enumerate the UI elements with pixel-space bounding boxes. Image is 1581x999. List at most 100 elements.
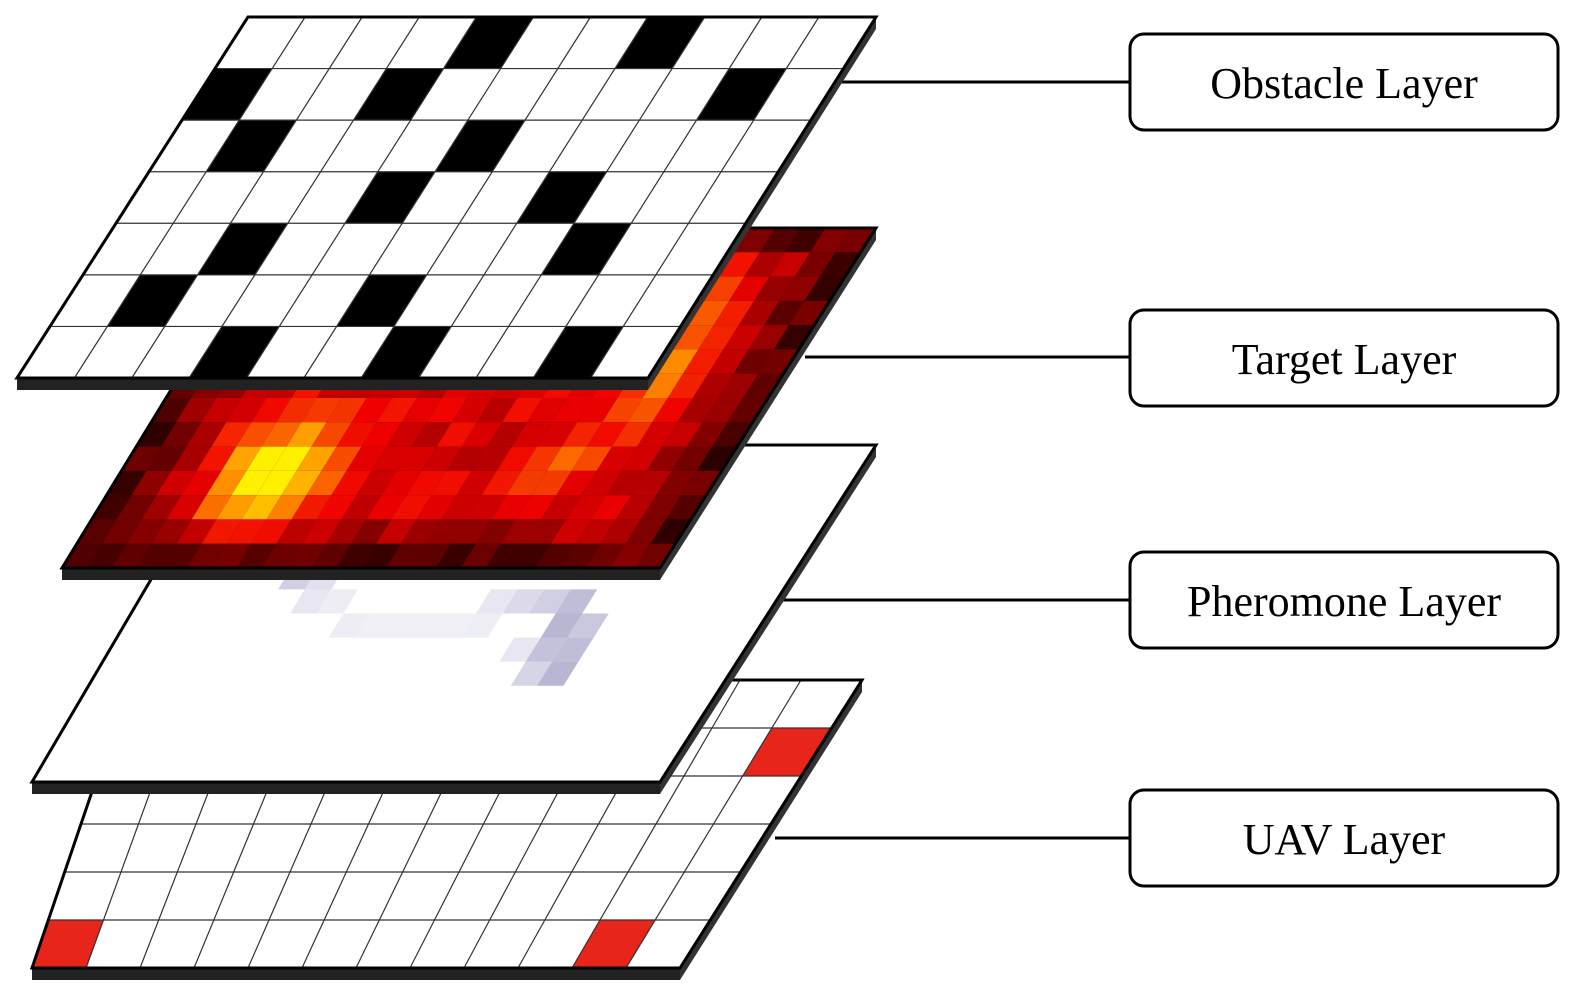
obstacle-cell — [336, 274, 427, 327]
target-cell — [435, 543, 476, 568]
target-cell — [456, 470, 497, 496]
target-cell — [556, 470, 597, 496]
target-cell — [650, 519, 691, 544]
target-cell — [460, 543, 501, 568]
pheromone-cell — [499, 637, 541, 662]
target-cell — [196, 446, 237, 471]
target-cell — [86, 543, 127, 568]
label-boxes: Obstacle Layer Target Layer Pheromone La… — [1128, 32, 1560, 888]
target-cell — [727, 398, 768, 423]
target-cell — [657, 349, 699, 374]
target-cell — [166, 495, 207, 520]
target-cell — [361, 543, 402, 568]
target-cell — [441, 495, 482, 520]
target-cell — [131, 470, 172, 496]
target-cell — [591, 495, 632, 520]
target-cell — [819, 252, 861, 277]
target-cell — [381, 470, 422, 496]
obstacle-layer-gridline — [303, 16, 534, 379]
pheromone-cell — [529, 589, 571, 614]
target-cell — [698, 325, 739, 350]
target-cell — [410, 543, 451, 568]
target-cell — [635, 543, 676, 568]
obstacle-layer-gridline — [418, 16, 649, 379]
target-cell — [481, 470, 522, 496]
target-cell — [91, 495, 132, 520]
target-cell — [241, 495, 282, 520]
obstacle-layer — [14, 15, 879, 390]
target-cell — [723, 325, 764, 350]
pheromone-cell — [461, 613, 503, 638]
target-cell — [671, 446, 713, 471]
target-cell — [391, 495, 432, 520]
target-cell — [566, 495, 607, 520]
target-cell — [794, 252, 836, 277]
target-cell — [206, 470, 247, 496]
pheromone-layer-slab-front — [32, 782, 660, 794]
label-box-pheromone: Pheromone Layer — [1128, 550, 1560, 650]
target-cell — [151, 398, 192, 423]
target-cell — [510, 543, 551, 568]
target-layer-slab-side — [660, 228, 876, 580]
target-cell — [266, 495, 307, 520]
target-cell — [356, 470, 397, 496]
target-cell — [602, 398, 643, 423]
target-cell — [361, 422, 402, 447]
target-cell — [652, 398, 693, 423]
target-cell — [191, 495, 232, 520]
target-cell — [101, 519, 142, 544]
target-cell — [186, 422, 227, 447]
target-cell — [646, 446, 688, 471]
target-cell — [436, 422, 477, 447]
target-cell — [535, 543, 576, 568]
obstacle-layer-label: Obstacle Layer — [1210, 59, 1478, 108]
target-cell — [326, 519, 367, 544]
target-cell — [688, 300, 729, 326]
target-cell — [326, 398, 367, 423]
target-cell — [286, 543, 327, 568]
target-cell — [769, 252, 811, 277]
target-cell — [496, 446, 537, 471]
target-cell — [586, 422, 628, 447]
target-cell — [561, 422, 603, 447]
obstacle-cell — [345, 171, 435, 224]
target-cell — [476, 398, 518, 423]
target-cell — [446, 446, 487, 471]
target-cell — [421, 446, 462, 471]
obstacle-cell — [361, 326, 452, 378]
obstacle-layer-gridline — [188, 16, 420, 379]
target-cell — [136, 543, 177, 568]
target-cell — [733, 349, 774, 374]
obstacle-cell — [541, 223, 632, 275]
target-cell — [616, 495, 657, 520]
target-cell — [211, 543, 252, 568]
target-cell — [216, 495, 257, 520]
target-cell — [764, 300, 805, 326]
target-cell — [226, 519, 267, 544]
target-cell — [291, 495, 332, 520]
target-cell — [201, 519, 242, 544]
target-cell — [673, 325, 714, 350]
target-cell — [810, 228, 851, 253]
target-cell — [161, 422, 202, 447]
obstacle-cell — [435, 120, 525, 172]
obstacle-cell — [107, 274, 198, 327]
target-cell — [759, 228, 801, 253]
target-cell — [311, 543, 352, 568]
target-cell — [366, 495, 407, 520]
target-cell — [536, 422, 578, 447]
target-cell — [560, 543, 601, 568]
target-cell — [696, 446, 738, 471]
target-cell — [466, 495, 507, 520]
target-cell — [665, 495, 707, 520]
layer-stack — [14, 15, 879, 980]
target-cell — [256, 470, 297, 496]
target-cell — [296, 446, 337, 471]
uav-layer-slab-front — [32, 968, 680, 980]
target-cell — [758, 349, 799, 374]
pheromone-cell — [525, 637, 568, 662]
label-box-target: Target Layer — [1128, 308, 1560, 408]
target-cell — [621, 446, 662, 471]
target-cell — [321, 446, 362, 471]
target-cell — [552, 398, 593, 423]
